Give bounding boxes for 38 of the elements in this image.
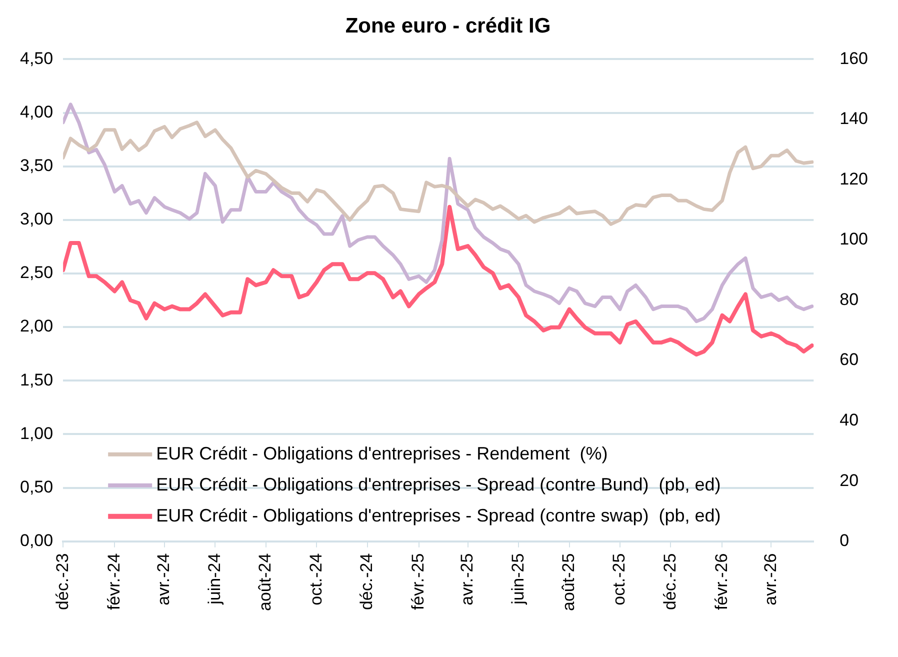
x-tick-label: avr.-25 bbox=[458, 553, 477, 606]
x-tick-label: avr.-26 bbox=[760, 553, 780, 606]
legend-label: EUR Crédit - Obligations d'entreprises - Rendement (%) bbox=[156, 443, 608, 464]
legend-label: EUR Crédit - Obligations d'entreprises - Spread (contre Bund) (pb, ed) bbox=[156, 474, 721, 494]
y-tick-label: 4,00 bbox=[20, 102, 54, 122]
y-tick-label: 4,50 bbox=[20, 48, 54, 68]
x-tick-label: juin-25 bbox=[508, 553, 528, 606]
y-tick-label: 2,00 bbox=[20, 316, 54, 336]
x-tick-label: févr.-25 bbox=[408, 553, 428, 610]
x-tick-label: déc.-25 bbox=[660, 553, 680, 610]
x-tick-label: août-25 bbox=[558, 553, 578, 612]
x-tick-label: oct.-24 bbox=[306, 553, 326, 606]
y2-tick-label: 80 bbox=[840, 290, 859, 309]
chart-title: Zone euro - crédit IG bbox=[345, 14, 551, 38]
x-tick-label: août-24 bbox=[256, 553, 275, 612]
x-tick-label: juin-24 bbox=[204, 553, 224, 606]
x-tick-label: déc.-24 bbox=[356, 553, 376, 610]
y-tick-label: 3,50 bbox=[20, 156, 54, 176]
y2-tick-label: 160 bbox=[840, 48, 868, 68]
y2-tick-label: 0 bbox=[840, 531, 850, 550]
y2-tick-label: 100 bbox=[840, 230, 868, 249]
y2-tick-label: 40 bbox=[840, 410, 859, 430]
x-tick-label: déc.-23 bbox=[52, 553, 72, 610]
x-tick-label: févr.-26 bbox=[712, 553, 731, 610]
y2-tick-label: 20 bbox=[840, 470, 859, 490]
x-tick-label: avr.-24 bbox=[154, 553, 174, 606]
y-tick-label: 1,50 bbox=[20, 370, 54, 390]
y-tick-label: 2,50 bbox=[20, 263, 54, 282]
y-tick-label: 0,00 bbox=[20, 531, 54, 550]
y2-tick-label: 60 bbox=[840, 350, 859, 370]
y2-tick-label: 140 bbox=[840, 109, 868, 128]
x-tick-label: févr.-24 bbox=[104, 553, 124, 610]
y-tick-label: 3,00 bbox=[20, 210, 54, 229]
x-tick-label: oct.-25 bbox=[610, 553, 629, 606]
y-tick-label: 0,50 bbox=[20, 477, 54, 496]
y2-tick-label: 120 bbox=[840, 169, 868, 188]
legend-label: EUR Crédit - Obligations d'entreprises - Spread (contre swap) (pb, ed) bbox=[156, 505, 721, 526]
y-tick-label: 1,00 bbox=[20, 424, 54, 443]
